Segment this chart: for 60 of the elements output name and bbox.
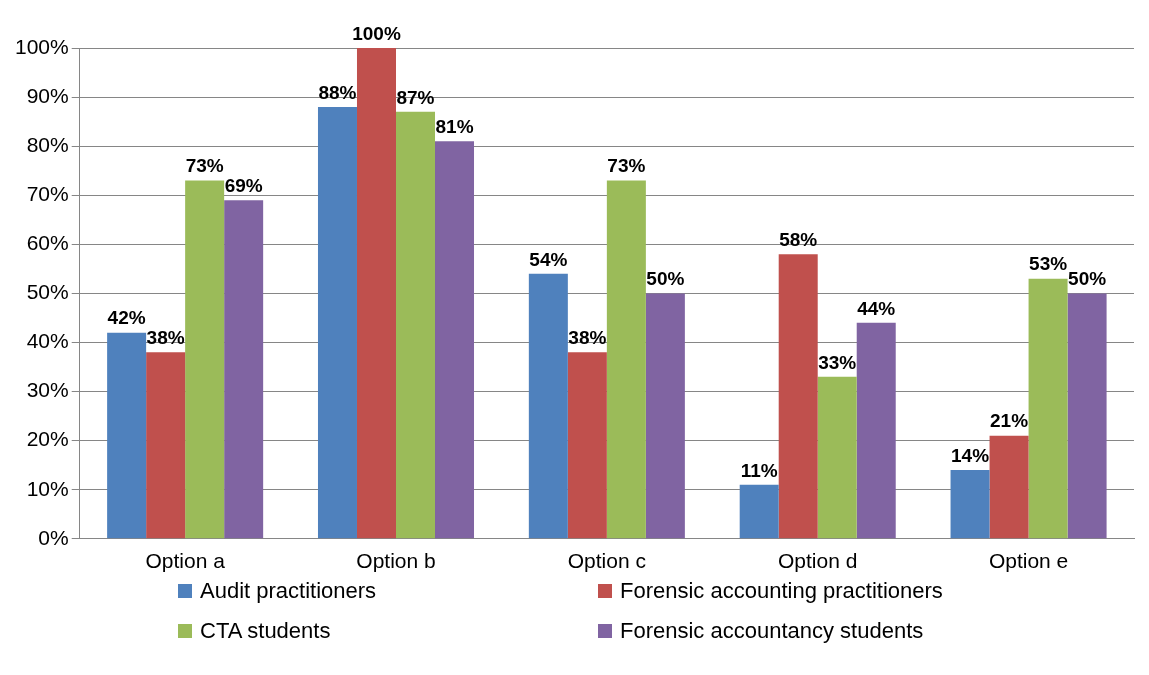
bar: [1028, 278, 1068, 539]
y-tick-label: 40%: [26, 329, 69, 353]
data-label: 11%: [740, 459, 778, 481]
bar: [1067, 293, 1107, 539]
bar: [739, 484, 779, 539]
bar: [146, 352, 186, 539]
bar: [778, 254, 818, 539]
y-tick-label: 100%: [14, 34, 69, 58]
data-label: 100%: [352, 22, 401, 44]
data-label: 38%: [568, 327, 607, 349]
data-label: 87%: [396, 86, 435, 108]
data-label: 73%: [185, 155, 224, 177]
bar: [856, 322, 896, 539]
data-label: 69%: [224, 174, 263, 196]
bar: [396, 111, 436, 539]
y-tick-label: 90%: [26, 83, 69, 107]
bar: [185, 180, 225, 539]
x-tick-label: Option b: [356, 549, 436, 573]
data-label: 88%: [318, 81, 357, 103]
data-label: 50%: [1068, 268, 1107, 290]
bar: [317, 106, 357, 539]
data-label: 81%: [435, 115, 474, 137]
data-label: 50%: [646, 268, 685, 290]
legend-label: Forensic accounting practitioners: [620, 578, 943, 604]
data-label: 21%: [990, 410, 1029, 432]
legend-label: Forensic accountancy students: [620, 618, 924, 644]
y-tick-label: 0%: [38, 525, 69, 549]
x-tick-label: Option a: [145, 549, 226, 573]
y-tick-label: 30%: [26, 378, 69, 402]
data-label: 42%: [107, 307, 146, 329]
data-label: 14%: [951, 444, 990, 466]
bar: [356, 48, 396, 539]
bar: [989, 435, 1029, 539]
y-tick-label: 10%: [26, 476, 69, 500]
y-tick-label: 20%: [26, 427, 69, 451]
bar: [567, 352, 607, 539]
data-label: 33%: [818, 351, 857, 373]
bar: [528, 273, 568, 539]
legend-label: Audit practitioners: [200, 578, 377, 604]
bar: [950, 470, 990, 539]
bar: [224, 200, 264, 539]
data-label: 58%: [779, 228, 818, 250]
x-tick-label: Option c: [567, 549, 646, 573]
legend-label: CTA students: [200, 618, 331, 644]
data-label: 38%: [146, 327, 185, 349]
bar: [817, 376, 857, 539]
bar: [645, 293, 685, 539]
data-label: 54%: [529, 248, 568, 270]
bar: [606, 180, 646, 539]
y-tick-label: 70%: [26, 182, 69, 206]
y-tick-label: 50%: [26, 280, 69, 304]
y-tick-label: 60%: [26, 231, 69, 255]
y-tick-label: 80%: [26, 132, 69, 156]
bar: [107, 332, 147, 539]
x-tick-label: Option d: [778, 549, 858, 573]
data-label: 44%: [857, 297, 896, 319]
x-tick-label: Option e: [988, 549, 1069, 573]
data-label: 73%: [607, 155, 646, 177]
bar: [435, 141, 475, 539]
data-label: 53%: [1029, 253, 1068, 275]
